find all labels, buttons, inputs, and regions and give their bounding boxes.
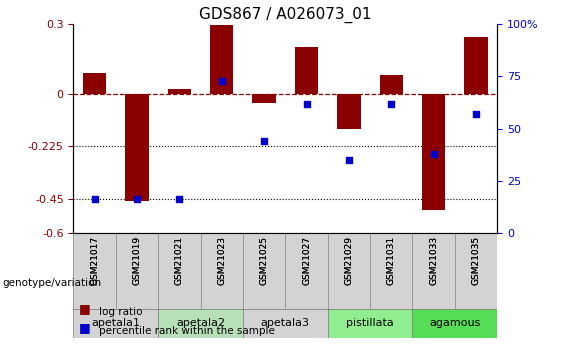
Text: GSM21023: GSM21023 (218, 236, 226, 285)
Point (302, 101, 311, 107)
Point (259, 139, 269, 144)
FancyBboxPatch shape (412, 309, 497, 338)
Text: ■: ■ (79, 302, 91, 315)
Text: GSM21035: GSM21035 (472, 236, 480, 285)
Bar (464, 37, 488, 94)
Bar (380, 75, 403, 94)
FancyBboxPatch shape (243, 309, 328, 338)
Point (175, 196, 184, 202)
Text: GSM21035: GSM21035 (472, 236, 480, 285)
Text: log ratio: log ratio (99, 307, 142, 317)
Text: genotype/variation: genotype/variation (3, 278, 102, 288)
Text: GSM21021: GSM21021 (175, 236, 184, 285)
Text: percentile rank within the sample: percentile rank within the sample (99, 326, 275, 336)
Text: ■: ■ (79, 321, 91, 334)
Bar (422, 94, 445, 210)
Bar (168, 89, 191, 94)
Point (132, 196, 141, 202)
Text: pistillata: pistillata (346, 318, 394, 328)
Point (90, 196, 99, 202)
Bar (83, 73, 106, 94)
Point (217, 78, 226, 83)
FancyBboxPatch shape (158, 309, 243, 338)
Point (429, 151, 438, 157)
Text: GSM21025: GSM21025 (260, 236, 268, 285)
Text: apetala2: apetala2 (176, 318, 225, 328)
Text: apetala1: apetala1 (92, 318, 140, 328)
FancyBboxPatch shape (73, 309, 158, 338)
Point (471, 111, 480, 117)
Bar (210, 25, 233, 94)
Text: GSM21029: GSM21029 (345, 236, 353, 285)
Text: GSM21019: GSM21019 (133, 236, 141, 285)
FancyBboxPatch shape (328, 309, 412, 338)
Text: GSM21017: GSM21017 (90, 236, 99, 285)
Title: GDS867 / A026073_01: GDS867 / A026073_01 (199, 7, 372, 23)
Point (386, 101, 396, 107)
Text: GSM21017: GSM21017 (90, 236, 99, 285)
Text: GSM21021: GSM21021 (175, 236, 184, 285)
Bar (125, 94, 149, 201)
Text: GSM21025: GSM21025 (260, 236, 268, 285)
Text: GSM21023: GSM21023 (218, 236, 226, 285)
Text: GSM21033: GSM21033 (429, 236, 438, 285)
Text: GSM21031: GSM21031 (387, 236, 396, 285)
Point (344, 157, 354, 163)
Text: GSM21033: GSM21033 (429, 236, 438, 285)
Text: agamous: agamous (429, 318, 480, 328)
Text: GSM21031: GSM21031 (387, 236, 396, 285)
Bar (295, 47, 318, 94)
Text: GSM21027: GSM21027 (302, 236, 311, 285)
FancyBboxPatch shape (73, 234, 497, 309)
Bar (253, 94, 276, 103)
Text: GSM21029: GSM21029 (345, 236, 353, 285)
Text: GSM21027: GSM21027 (302, 236, 311, 285)
Text: apetala3: apetala3 (261, 318, 310, 328)
Bar (337, 94, 360, 129)
Text: GSM21019: GSM21019 (133, 236, 141, 285)
